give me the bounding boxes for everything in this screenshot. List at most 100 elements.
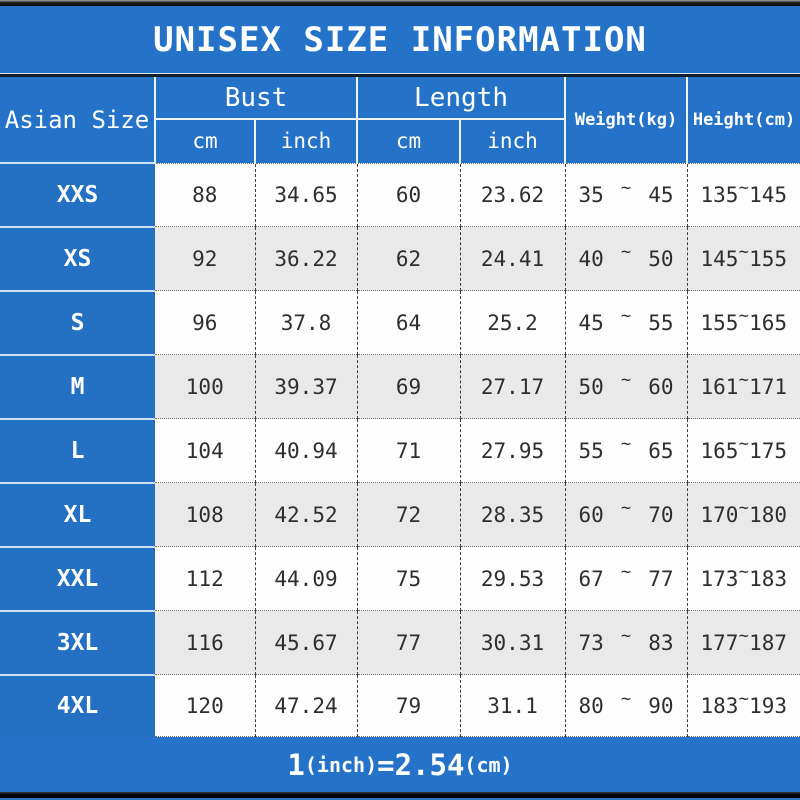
size-label: M	[0, 353, 155, 419]
height-range-cell: 183 ~ 193	[686, 674, 800, 737]
height-range: 135 ~ 145	[688, 178, 800, 207]
top-border-bar	[0, 0, 800, 6]
length-inch-value: 23.62	[459, 162, 566, 227]
height-min-value: 135	[700, 182, 739, 207]
header-asian-size: Asian Size	[0, 77, 156, 163]
tilde-symbol: ~	[620, 688, 632, 709]
header-bust-inch: inch	[254, 119, 357, 163]
footnote-equals: =	[377, 747, 395, 782]
footnote-value-cm: 2.54	[394, 747, 465, 782]
weight-range-cell: 35 ~ 45	[564, 162, 688, 227]
height-range-cell: 155 ~ 165	[686, 290, 800, 355]
tilde-symbol: ~	[620, 241, 632, 262]
bust-cm-value: 116	[155, 610, 255, 675]
footer-band: 1 (inch) = 2.54 (cm)	[0, 737, 800, 792]
size-table-container: Asian Size Bust Length Weight(kg) Height…	[0, 77, 800, 737]
height-min-value: 155	[700, 310, 739, 335]
bottom-border-bar	[0, 792, 800, 798]
length-cm-value: 60	[356, 162, 460, 227]
height-range: 177 ~ 187	[688, 626, 800, 655]
footnote-unit-inch: (inch)	[304, 752, 378, 777]
height-range-cell: 161 ~ 171	[686, 354, 800, 419]
bust-inch-value: 47.24	[254, 674, 357, 737]
bust-cm-value: 108	[155, 482, 255, 547]
height-range: 145 ~ 155	[688, 242, 800, 271]
tilde-symbol: ~	[620, 497, 632, 518]
page-title: UNISEX SIZE INFORMATION	[153, 19, 647, 60]
height-max-value: 155	[749, 246, 788, 271]
weight-min-value: 35	[578, 182, 604, 207]
weight-max-value: 65	[648, 438, 674, 463]
height-range: 155 ~ 165	[688, 306, 800, 335]
weight-range-cell: 67 ~ 77	[564, 546, 688, 611]
bust-inch-value: 45.67	[254, 610, 357, 675]
bust-cm-value: 112	[155, 546, 255, 611]
bottom-blue-strip	[0, 798, 800, 800]
table-row: XS 92 36.22 62 24.41 40 ~ 50 145 ~ 155	[0, 225, 800, 291]
bust-inch-value: 40.94	[254, 418, 357, 483]
table-row: 4XL 120 47.24 79 31.1 80 ~ 90 183 ~ 193	[0, 673, 800, 737]
height-range-cell: 173 ~ 183	[686, 546, 800, 611]
height-min-value: 183	[700, 693, 739, 718]
weight-range: 73 ~ 83	[566, 626, 687, 655]
weight-range-cell: 45 ~ 55	[564, 290, 688, 355]
length-inch-value: 27.95	[459, 418, 566, 483]
bust-cm-value: 96	[155, 290, 255, 355]
weight-range: 67 ~ 77	[566, 562, 687, 591]
weight-max-value: 50	[648, 246, 674, 271]
tilde-symbol: ~	[620, 433, 632, 454]
size-label: 3XL	[0, 609, 155, 675]
size-label: XXS	[0, 162, 155, 227]
bust-inch-value: 34.65	[254, 162, 357, 227]
weight-min-value: 40	[578, 246, 604, 271]
weight-max-value: 70	[648, 502, 674, 527]
bust-inch-value: 39.37	[254, 354, 357, 419]
bust-inch-value: 36.22	[254, 226, 357, 291]
weight-min-value: 50	[578, 374, 604, 399]
length-cm-value: 77	[356, 610, 460, 675]
tilde-symbol: ~	[620, 369, 632, 390]
size-table: Asian Size Bust Length Weight(kg) Height…	[0, 77, 800, 737]
header-bust-group: Bust	[155, 77, 357, 120]
table-row: XL 108 42.52 72 28.35 60 ~ 70 170 ~ 180	[0, 481, 800, 547]
table-row: XXL 112 44.09 75 29.53 67 ~ 77 173 ~ 183	[0, 545, 800, 611]
length-cm-value: 72	[356, 482, 460, 547]
height-max-value: 165	[749, 310, 788, 335]
height-range: 170 ~ 180	[688, 498, 800, 527]
weight-range: 60 ~ 70	[566, 498, 687, 527]
tilde-symbol: ~	[738, 305, 749, 326]
weight-range: 35 ~ 45	[566, 178, 687, 207]
length-inch-value: 27.17	[459, 354, 566, 419]
size-label: 4XL	[0, 673, 155, 737]
bust-cm-value: 92	[155, 226, 255, 291]
weight-min-value: 60	[578, 502, 604, 527]
weight-max-value: 45	[648, 182, 674, 207]
header-bust-cm: cm	[155, 119, 255, 163]
table-body: XXS 88 34.65 60 23.62 35 ~ 45 135 ~ 145 …	[0, 162, 800, 737]
header-length-group: Length	[355, 77, 566, 120]
length-cm-value: 62	[356, 226, 460, 291]
weight-range-cell: 80 ~ 90	[564, 674, 688, 737]
weight-range: 50 ~ 60	[566, 370, 687, 399]
table-row: L 104 40.94 71 27.95 55 ~ 65 165 ~ 175	[0, 417, 800, 483]
table-header: Asian Size Bust Length Weight(kg) Height…	[0, 77, 800, 163]
bust-cm-value: 104	[155, 418, 255, 483]
table-row: 3XL 116 45.67 77 30.31 73 ~ 83 177 ~ 187	[0, 609, 800, 675]
height-min-value: 177	[700, 630, 739, 655]
height-range: 161 ~ 171	[688, 370, 800, 399]
table-row: S 96 37.8 64 25.2 45 ~ 55 155 ~ 165	[0, 289, 800, 355]
length-inch-value: 31.1	[459, 674, 566, 737]
footnote-value-inch: 1	[287, 747, 305, 782]
weight-range: 40 ~ 50	[566, 242, 687, 271]
height-max-value: 180	[749, 502, 788, 527]
height-min-value: 173	[700, 566, 739, 591]
weight-min-value: 55	[578, 438, 604, 463]
tilde-symbol: ~	[738, 497, 749, 518]
height-min-value: 161	[700, 374, 739, 399]
height-max-value: 193	[749, 693, 788, 718]
height-max-value: 145	[749, 182, 788, 207]
bust-inch-value: 37.8	[254, 290, 357, 355]
header-sub-row: cm inch cm inch	[0, 119, 800, 163]
header-group-row: Asian Size Bust Length Weight(kg) Height…	[0, 77, 800, 163]
